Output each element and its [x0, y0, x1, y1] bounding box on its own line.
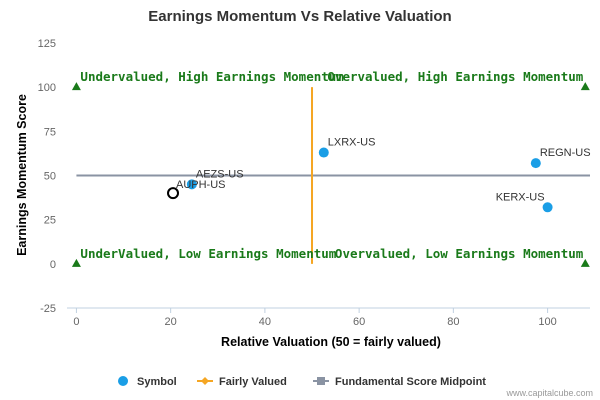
x-tick-label: 0 [73, 316, 79, 328]
x-tick-label: 80 [447, 316, 459, 328]
legend-midpoint-marker [317, 377, 325, 385]
credit-text: www.capitalcube.com [505, 388, 593, 398]
legend[interactable]: Symbol Fairly Valued Fundamental Score M… [118, 376, 486, 388]
x-tick-label: 20 [165, 316, 177, 328]
chart-title: Earnings Momentum Vs Relative Valuation [148, 8, 451, 25]
x-axis-title: Relative Valuation (50 = fairly valued) [221, 335, 441, 349]
data-point [186, 179, 197, 190]
legend-symbol-label[interactable]: Symbol [137, 376, 177, 388]
data-point [530, 158, 541, 169]
quadrant-marker [71, 82, 81, 91]
data-point [318, 147, 329, 158]
legend-fair-marker [201, 377, 209, 385]
y-tick-label: 100 [38, 82, 56, 94]
data-point-label: AEZS-US [196, 168, 244, 180]
x-tick-label: 40 [259, 316, 271, 328]
y-tick-label: 50 [44, 171, 56, 183]
legend-symbol-marker [118, 376, 128, 386]
y-axis-title: Earnings Momentum Score [15, 94, 29, 256]
quadrant-label: Undervalued, High Earnings Momentum [80, 69, 344, 84]
x-tick-label: 60 [353, 316, 365, 328]
y-tick-label: 0 [50, 259, 56, 271]
quadrant-label: Overvalued, Low Earnings Momentum [335, 246, 584, 261]
quadrant-marker [71, 258, 81, 267]
plot-area: 0 20 40 60 80 100 -25 0 25 50 75 100 125 Undervalued,… [38, 38, 591, 328]
x-tick-label: 100 [538, 316, 556, 328]
y-tick-label: -25 [40, 303, 56, 315]
quadrant-label: UnderValued, Low Earnings Momentum [80, 246, 336, 261]
legend-fair-label[interactable]: Fairly Valued [219, 376, 287, 388]
highlight-point-label: AUPH-US [176, 179, 226, 191]
legend-midpoint-label[interactable]: Fundamental Score Midpoint [335, 376, 486, 388]
y-tick-label: 25 [44, 215, 56, 227]
y-tick-label: 75 [44, 126, 56, 138]
quadrant-marker [580, 258, 590, 267]
data-point-label: REGN-US [540, 147, 591, 159]
data-point [542, 202, 553, 213]
quadrant-label: Overvalued, High Earnings Momentum [327, 69, 583, 84]
quadrant-marker [580, 82, 590, 91]
highlight-point [167, 187, 180, 200]
data-point-label: LXRX-US [328, 137, 376, 149]
y-tick-label: 125 [38, 38, 56, 50]
data-point-label: KERX-US [496, 191, 545, 203]
